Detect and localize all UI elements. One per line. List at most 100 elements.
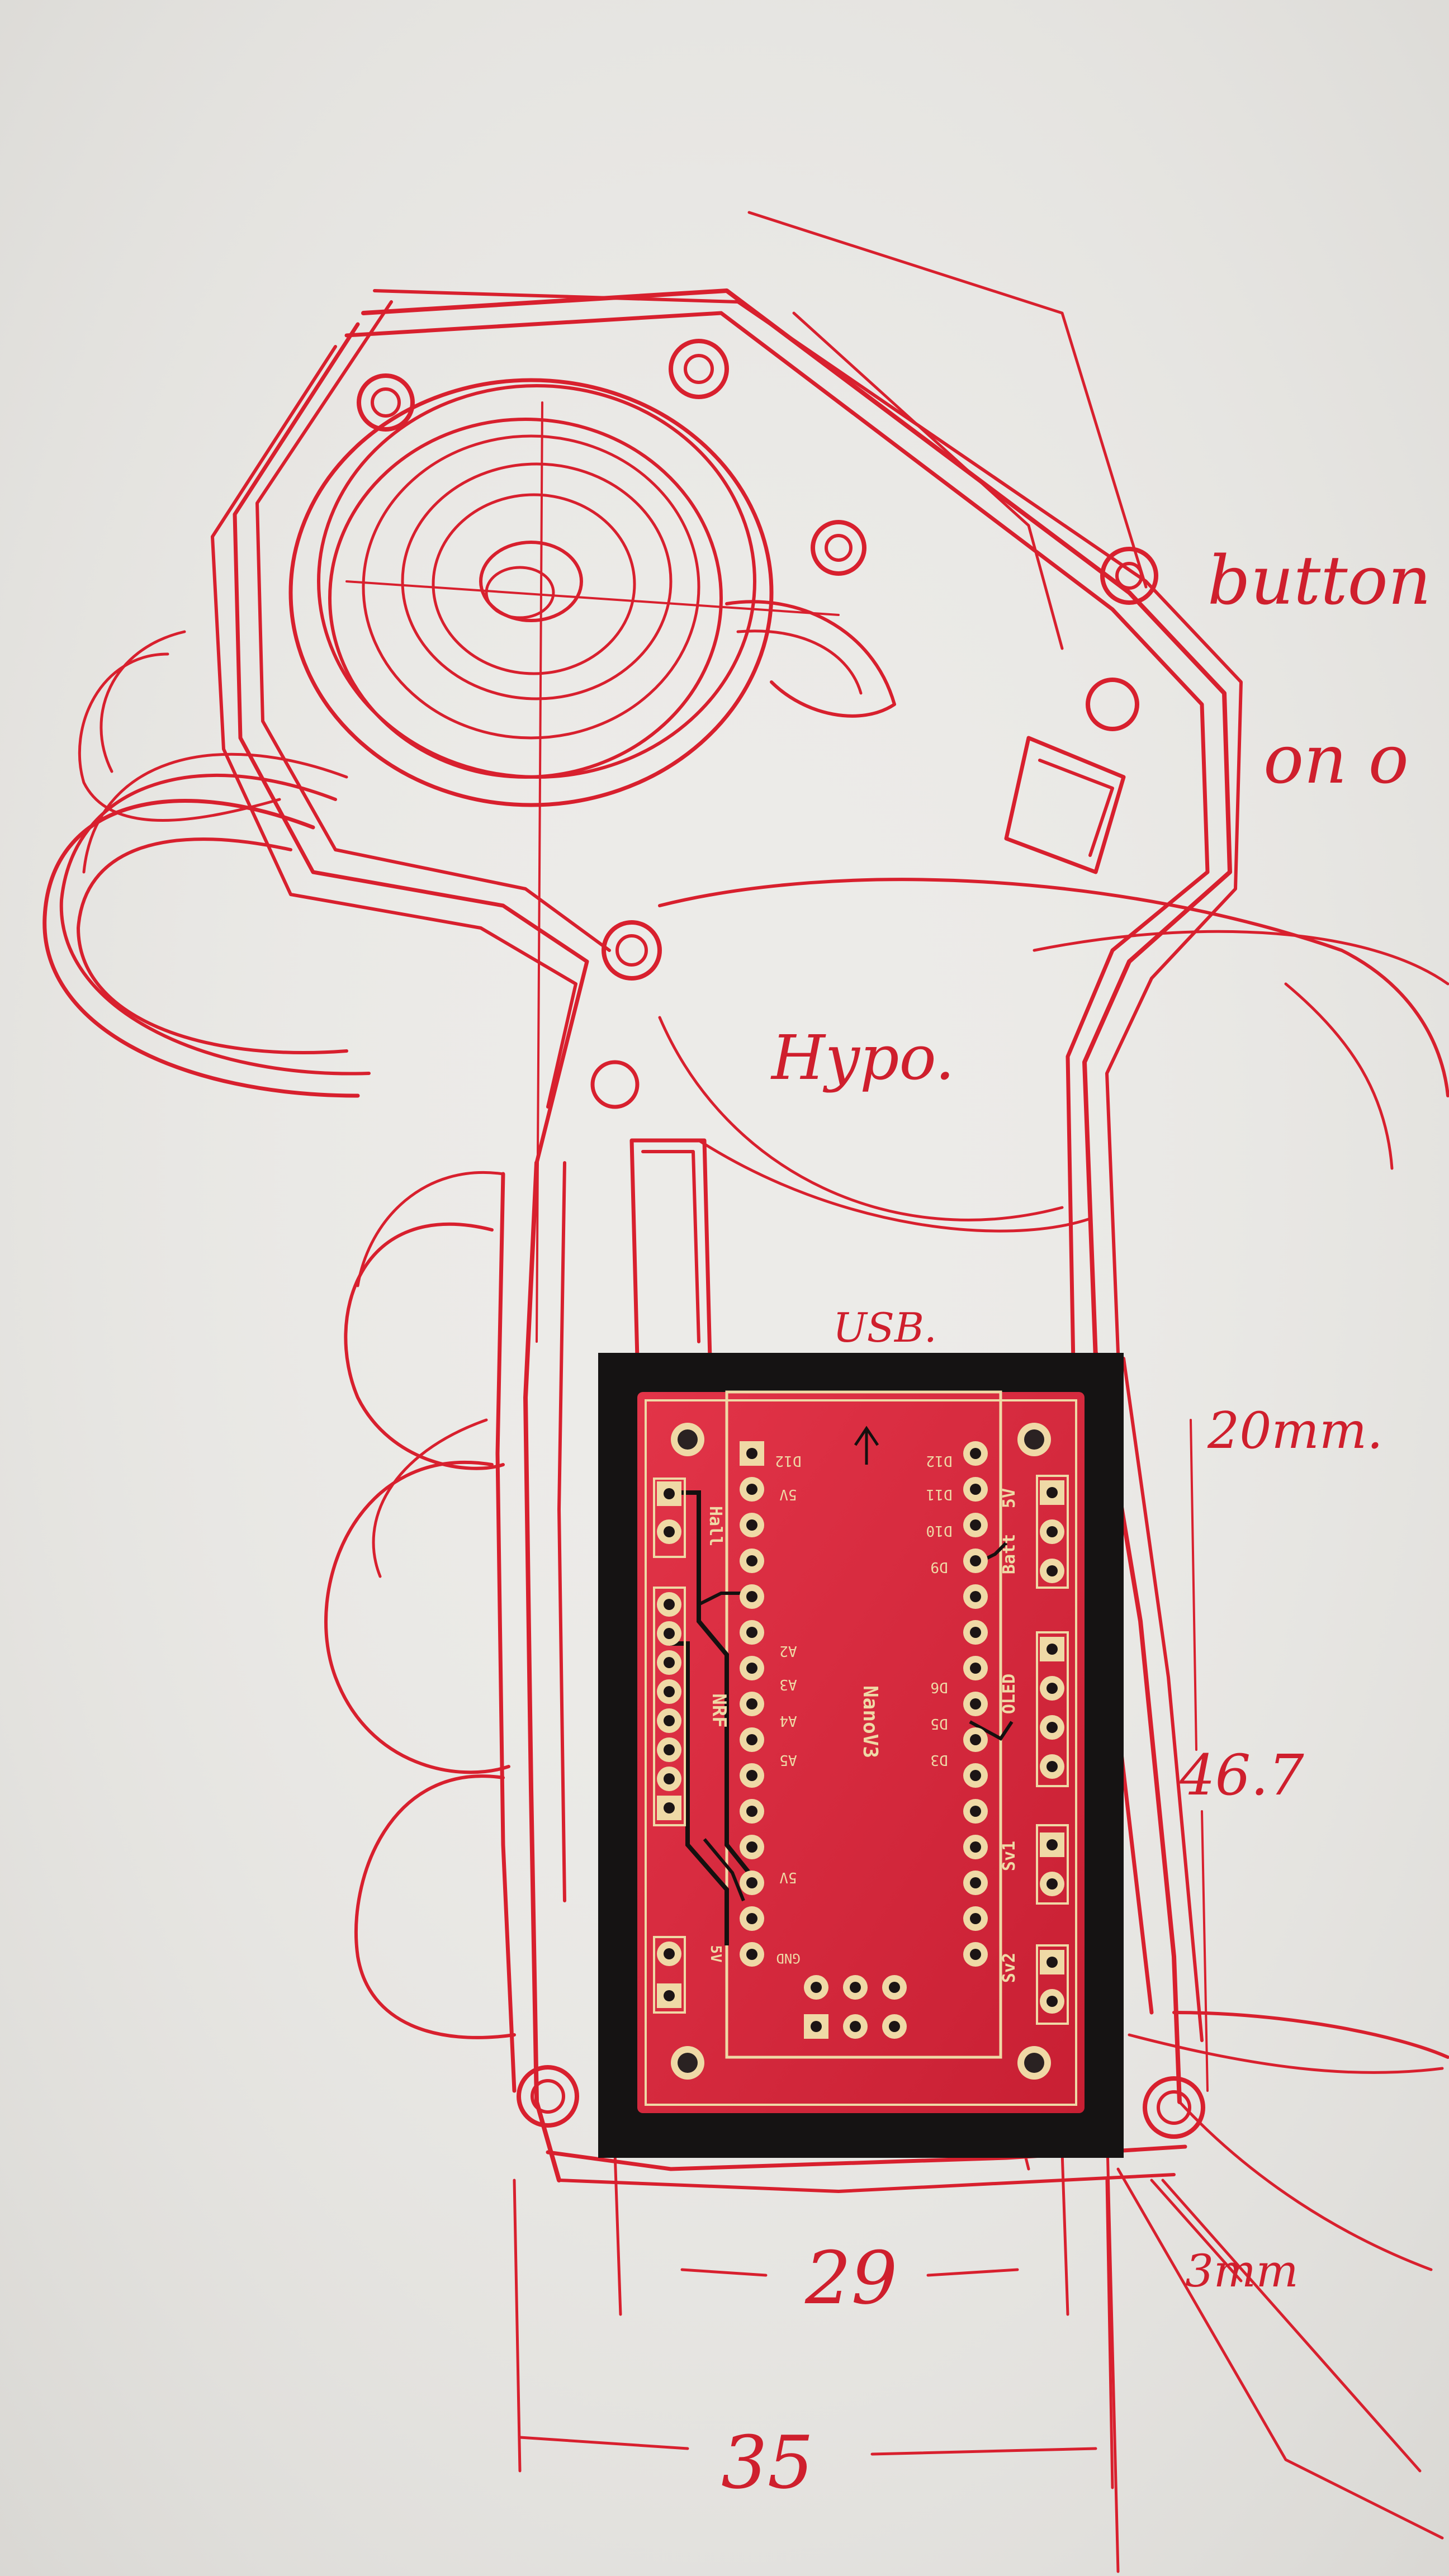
annotation-20mm: 20mm. — [1207, 1401, 1383, 1460]
batt-outline — [1036, 1475, 1069, 1589]
annotation-35: 35 — [721, 2420, 813, 2505]
right-pin-labels: D12 D11 D10 D9 D6 D5 D3 — [926, 1452, 953, 1768]
pen-sketch: button on o Hypo. USB. 20mm. 46.7 29 35 … — [42, 211, 1449, 2573]
pin-label-a3: A3 — [779, 1676, 797, 1693]
nano-left-pin-9-hole — [746, 1770, 757, 1781]
nano-right-pin-11-hole — [970, 1841, 981, 1853]
usb-arrow — [854, 1426, 879, 1465]
label-hall: Hall — [705, 1506, 725, 1546]
nano-right-pin-0-hole — [970, 1448, 981, 1459]
batt-pin-0-hole — [1046, 1487, 1058, 1498]
icsp-pin-0-0-hole — [811, 1982, 822, 1993]
power-pin-1-hole — [664, 1990, 675, 2001]
left-lower-loops — [324, 1171, 516, 2039]
pin-label-a4: A4 — [779, 1712, 797, 1729]
pcb-silk-outline — [645, 1399, 1077, 2106]
nrf-pin-2-hole — [664, 1657, 675, 1668]
annotation-29: 29 — [804, 2236, 897, 2321]
pcb-printout: NanoV3 Hall NRF Batt 5V OLED Sv1 Sv2 5V … — [598, 1353, 1124, 2158]
hall-outline — [653, 1478, 686, 1558]
annotation-46-7: 46.7 — [1179, 1742, 1304, 1808]
right-lower-arcs — [1105, 2011, 1449, 2573]
annotation-3mm: 3mm — [1185, 2245, 1299, 2297]
nrf-pin-0-hole — [664, 1599, 675, 1610]
oled-pin-3-hole — [1046, 1761, 1058, 1772]
nano-right-pin-8-hole — [970, 1734, 981, 1745]
pin-label-5v-left: 5V — [779, 1486, 797, 1503]
batt-pin-2-hole — [1046, 1565, 1058, 1576]
servo2-connector — [1036, 1944, 1069, 2025]
annotation-button: button — [1208, 542, 1431, 620]
nano-left-pin-8-hole — [746, 1734, 757, 1745]
label-sv1: Sv1 — [1000, 1841, 1019, 1871]
power-connector — [653, 1936, 686, 2014]
nano-left-pin-6-hole — [746, 1663, 757, 1674]
nano-left-pin-12-hole — [746, 1877, 757, 1888]
left-pin-labels: D12 5V A2 A3 A4 A5 5V — [775, 1452, 802, 1886]
annotations: button on o Hypo. USB. 20mm. 46.7 29 35 … — [721, 542, 1431, 2505]
pcb-traces — [668, 1490, 1014, 1945]
pin-label-5v-lower: 5V — [779, 1869, 797, 1886]
pin-label-a2: A2 — [779, 1642, 797, 1659]
nano-right-pin-10-hole — [970, 1806, 981, 1817]
pin-label-a5: A5 — [779, 1751, 797, 1768]
oled-pin-2-hole — [1046, 1722, 1058, 1733]
sketch-mounting-holes — [357, 339, 1205, 2139]
left-lobe-scribble — [42, 630, 371, 1098]
power-outline — [653, 1936, 686, 2014]
sv1-outline — [1036, 1824, 1069, 1905]
label-batt-5v: 5V — [1000, 1488, 1019, 1508]
nano-right-pin-14-hole — [970, 1949, 981, 1960]
nano-right-pin-4-hole — [970, 1591, 981, 1602]
pin-label-d11: D11 — [926, 1486, 953, 1503]
oled-outline — [1036, 1631, 1069, 1787]
pin-label-d12-left: D12 — [775, 1452, 802, 1469]
icsp-pin-0-1-hole — [850, 1982, 861, 1993]
nano-left-pin-1-hole — [746, 1484, 757, 1495]
nrf-pin-7-hole — [664, 1802, 675, 1813]
sv1-pin-0-hole — [1046, 1839, 1058, 1850]
sv1-pin-1-hole — [1046, 1878, 1058, 1890]
nano-left-pin-4-hole — [746, 1591, 757, 1602]
batt-pin-1-hole — [1046, 1526, 1058, 1537]
servo1-connector — [1036, 1824, 1069, 1905]
nano-right-pin-7-hole — [970, 1698, 981, 1710]
hall-connector — [653, 1478, 686, 1558]
sv2-pin-1-hole — [1046, 1996, 1058, 2007]
nano-left-pin-5-hole — [746, 1627, 757, 1638]
label-batt: Batt — [1000, 1534, 1019, 1574]
nano-left-pin-13-hole — [746, 1913, 757, 1924]
pin-label-d5: D5 — [930, 1715, 948, 1732]
icsp-pin-1-1-hole — [850, 2021, 861, 2032]
power-pin-0-hole — [664, 1948, 675, 1959]
nrf-pin-1-hole — [664, 1628, 675, 1639]
label-oled: OLED — [1000, 1674, 1019, 1714]
icsp-pin-1-2-hole — [889, 2021, 900, 2032]
annotation-usb: USB. — [833, 1304, 937, 1351]
label-nanov3: NanoV3 — [859, 1685, 882, 1758]
nano-left-pin-7-hole — [746, 1698, 757, 1710]
nano-right-pin-13-hole — [970, 1913, 981, 1924]
icsp-pin-0-2-hole — [889, 1982, 900, 1993]
icsp-header — [804, 1975, 907, 2039]
oled-pin-1-hole — [1046, 1683, 1058, 1694]
pin-label-d3: D3 — [930, 1751, 948, 1768]
nrf-connector — [653, 1587, 686, 1826]
nano-left-pin-14-hole — [746, 1949, 757, 1960]
hall-pin-0-hole — [664, 1488, 675, 1499]
pin-label-d9: D9 — [930, 1559, 948, 1575]
nano-right-pin-2-hole — [970, 1519, 981, 1531]
sv2-pin-0-hole — [1046, 1957, 1058, 1968]
label-sv2: Sv2 — [1000, 1953, 1019, 1983]
label-nrf: NRF — [708, 1693, 730, 1727]
nrf-outline — [653, 1587, 686, 1826]
right-arcs — [658, 878, 1449, 1233]
nano-right-pin-1-hole — [970, 1484, 981, 1495]
nrf-pin-5-hole — [664, 1744, 675, 1755]
nano-right-pin-12-hole — [970, 1877, 981, 1888]
nano-left-header — [740, 1441, 764, 1967]
annotation-on-off: on o — [1263, 721, 1409, 799]
hall-pin-1-hole — [664, 1526, 675, 1537]
pin-label-d12-right: D12 — [926, 1452, 953, 1469]
nano-left-pin-2-hole — [746, 1519, 757, 1531]
